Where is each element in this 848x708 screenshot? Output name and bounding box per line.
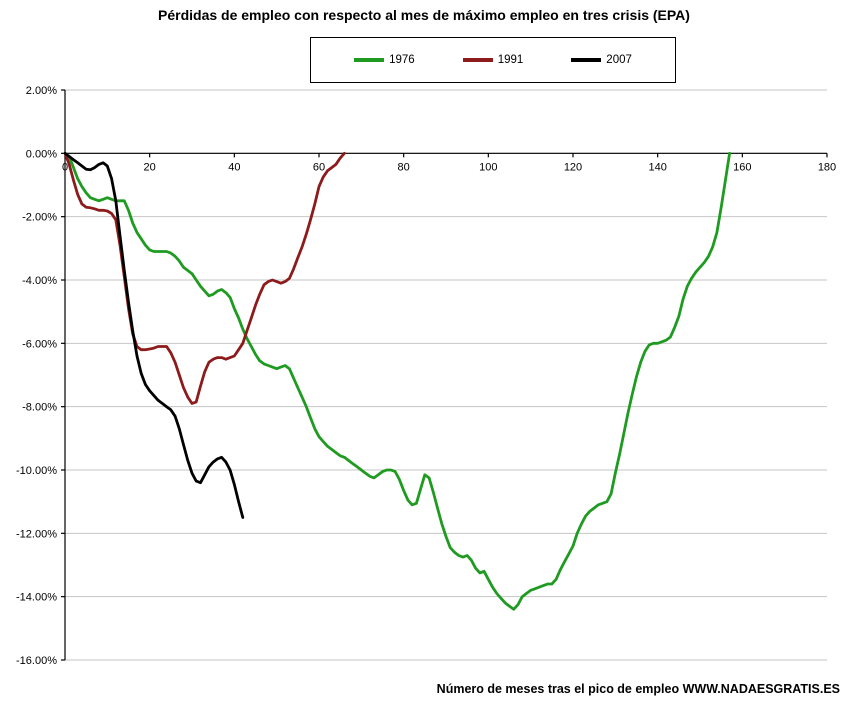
- legend-label-2007: 2007: [606, 54, 632, 66]
- series-line-1991: [63, 151, 346, 405]
- legend-label-1991: 1991: [497, 54, 524, 66]
- series-line-2007: [63, 151, 245, 519]
- y-axis-label: -10.00%: [16, 465, 57, 477]
- legend-swatch-2007: [571, 58, 602, 62]
- y-axis-label: -2.00%: [22, 212, 57, 224]
- x-axis-label: 80: [398, 161, 410, 173]
- x-axis-label: 20: [144, 161, 156, 173]
- y-axis-label: -14.00%: [16, 592, 57, 604]
- legend: 1976 1991 2007: [310, 37, 676, 83]
- y-axis-label: -4.00%: [22, 275, 57, 287]
- x-axis-label: 0: [62, 161, 68, 173]
- x-axis-label: 60: [313, 161, 325, 173]
- legend-item-2007: 2007: [571, 54, 632, 66]
- y-axis-label: -16.00%: [16, 655, 57, 667]
- x-axis-title: Número de meses tras el pico de empleo W…: [436, 682, 840, 696]
- series-line-1976: [63, 151, 731, 611]
- y-axis-label: -12.00%: [16, 528, 57, 540]
- legend-item-1976: 1976: [354, 54, 415, 66]
- legend-label-1976: 1976: [389, 54, 415, 66]
- x-axis-label: 180: [818, 161, 836, 173]
- y-axis-label: -6.00%: [22, 338, 57, 350]
- legend-item-1991: 1991: [462, 54, 524, 66]
- legend-swatch-1991: [462, 58, 493, 62]
- x-axis-label: 100: [479, 161, 497, 173]
- y-axis-label: 0.00%: [26, 148, 57, 160]
- chart-title: Pérdidas de empleo con respecto al mes d…: [158, 7, 690, 23]
- y-axis-label: -8.00%: [22, 402, 57, 414]
- x-axis-label: 120: [564, 161, 582, 173]
- x-axis-label: 160: [733, 161, 751, 173]
- legend-swatch-1976: [354, 58, 385, 62]
- x-axis-label: 140: [648, 161, 666, 173]
- x-axis-label: 40: [228, 161, 240, 173]
- y-axis-label: 2.00%: [26, 85, 57, 97]
